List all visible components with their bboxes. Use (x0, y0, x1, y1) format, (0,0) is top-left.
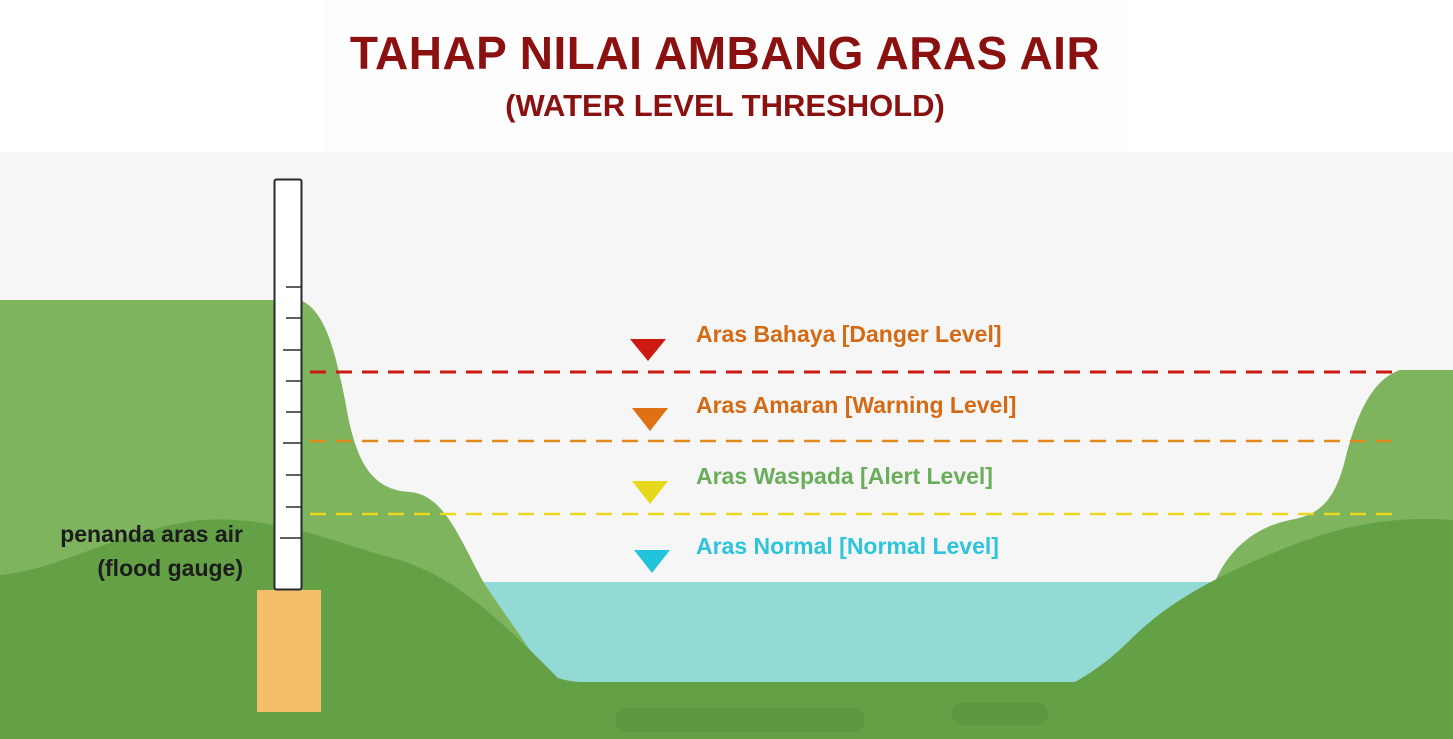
normal-marker-icon (634, 550, 670, 573)
page-title: TAHAP NILAI AMBANG ARAS AIR (349, 27, 1101, 79)
riverbed (0, 620, 1453, 739)
normal-level-label: Aras Normal [Normal Level] (696, 533, 999, 559)
gauge-label-line2: (flood gauge) (97, 555, 243, 581)
warning-marker-icon (632, 408, 668, 431)
danger-level-label: Aras Bahaya [Danger Level] (696, 321, 1002, 347)
title-panel: TAHAP NILAI AMBANG ARAS AIR (WATER LEVEL… (322, 0, 1128, 152)
alert-level-label: Aras Waspada [Alert Level] (696, 463, 993, 489)
warning-level-label: Aras Amaran [Warning Level] (696, 392, 1017, 418)
river-water (470, 582, 1215, 700)
page-subtitle: (WATER LEVEL THRESHOLD) (505, 88, 945, 123)
gauge-label-line1: penanda aras air (60, 521, 243, 547)
alert-marker-icon (632, 481, 668, 504)
gauge-ticks (280, 286, 301, 539)
danger-marker-icon (630, 339, 666, 361)
gauge-base (257, 590, 321, 712)
riverbed-stone (615, 708, 865, 732)
flood-gauge (273, 178, 303, 591)
riverbed-stone (952, 703, 1048, 725)
